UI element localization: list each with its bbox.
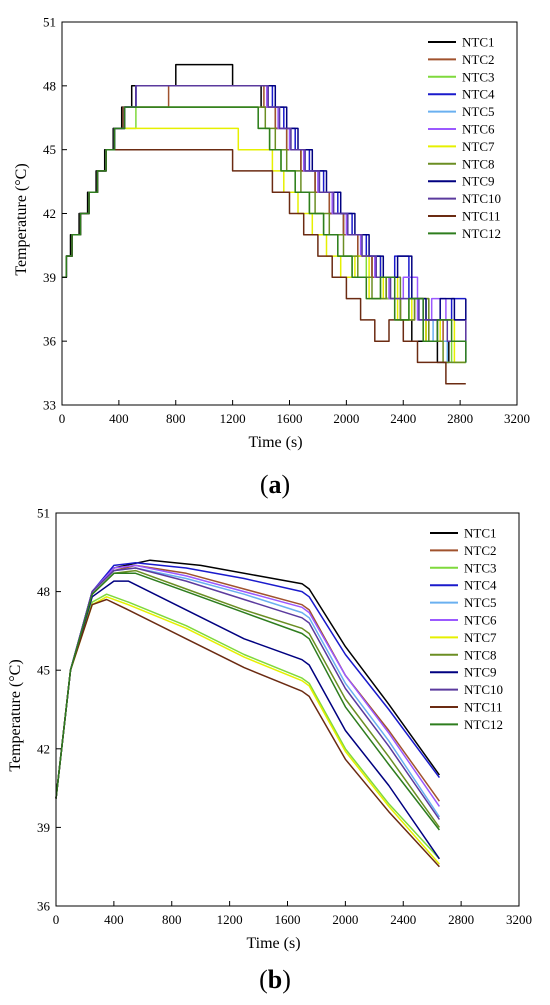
cb-series-line-ntc3 <box>55 593 440 860</box>
cb-x-tick-label: 3200 <box>506 912 532 927</box>
ca-series-line-ntc12 <box>62 106 467 363</box>
cb-x-axis-label: Time (s) <box>246 935 300 952</box>
ca-x-tick-label: 3200 <box>504 411 530 426</box>
panel-label-b: (b) <box>259 965 291 994</box>
cb-legend-label-ntc7: NTC7 <box>464 630 497 645</box>
panel-label-a: (a) <box>259 470 291 499</box>
cb-x-tick-label: 2000 <box>332 912 358 927</box>
ca-x-tick-label: 1600 <box>277 411 303 426</box>
ca-x-tick-label: 2800 <box>447 411 473 426</box>
ca-y-axis-label: Temperature (°C) <box>13 163 30 275</box>
cb-legend: NTC1 NTC2 NTC3 NTC4 NTC5 NTC6 NTC7 NTC8 NTC9 NTC1… <box>430 526 503 732</box>
cb-legend-label-ntc9: NTC9 <box>464 665 497 680</box>
cb-y-tick-label: 45 <box>37 663 50 678</box>
cb-y-tick-label: 39 <box>37 820 50 835</box>
cb-x-tick-label: 2400 <box>390 912 416 927</box>
ca-series-line-ntc3 <box>62 106 466 364</box>
ca-y-tick-label: 36 <box>43 334 57 349</box>
cb-x-tick-label: 2800 <box>448 912 474 927</box>
ca-legend-label-ntc10: NTC10 <box>462 191 501 206</box>
cb-x-tick-label: 400 <box>104 912 124 927</box>
ca-legend-label-ntc6: NTC6 <box>462 122 495 137</box>
ca-y-tick-label: 51 <box>43 15 56 30</box>
ca-y-tick-label: 48 <box>43 78 56 93</box>
cb-y-axis-label: Temperature (°C) <box>7 659 24 771</box>
ca-y-tick-label: 33 <box>43 398 56 413</box>
cb-x-tick-label: 0 <box>53 912 60 927</box>
cb-y-tick-label: 48 <box>37 584 50 599</box>
ca-x-tick-label: 1200 <box>220 411 246 426</box>
cb-series-line-ntc7 <box>55 596 440 865</box>
ca-series-line-ntc2 <box>62 85 466 342</box>
cb-legend-label-ntc6: NTC6 <box>464 613 497 628</box>
ca-legend-label-ntc4: NTC4 <box>462 87 495 102</box>
ca-x-tick-label: 0 <box>59 411 66 426</box>
ca-legend-label-ntc8: NTC8 <box>462 156 495 171</box>
cb-series-line-ntc9 <box>55 580 441 860</box>
cb-y-tick-label: 51 <box>37 506 50 521</box>
ca-x-tick-label: 800 <box>166 411 186 426</box>
cb-series-line-ntc6 <box>55 564 441 807</box>
cb-legend-label-ntc11: NTC11 <box>464 700 503 715</box>
cb-x-tick-label: 1600 <box>275 912 301 927</box>
ca-x-tick-label: 2000 <box>333 411 359 426</box>
ca-legend-label-ntc2: NTC2 <box>462 52 495 67</box>
chart-b: 0 400 800 1200 1600 2000 2400 2800 3200 36 39 42 45 4… <box>7 506 532 953</box>
cb-legend-label-ntc8: NTC8 <box>464 647 497 662</box>
ca-legend-label-ntc1: NTC1 <box>462 35 495 50</box>
ca-legend-label-ntc3: NTC3 <box>462 69 495 84</box>
ca-x-axis-label: Time (s) <box>248 434 302 451</box>
ca-y-tick-label: 39 <box>43 270 56 285</box>
cb-x-tick-label: 1200 <box>217 912 243 927</box>
ca-legend-label-ntc7: NTC7 <box>462 139 495 154</box>
ca-legend-label-ntc12: NTC12 <box>462 226 501 241</box>
cb-series-line-ntc8 <box>55 569 441 828</box>
ca-legend-label-ntc5: NTC5 <box>462 104 495 119</box>
cb-series-line-ntc5 <box>55 567 441 818</box>
cb-legend-label-ntc1: NTC1 <box>464 526 497 541</box>
cb-series-line-ntc12 <box>55 572 440 831</box>
cb-legend-label-ntc10: NTC10 <box>464 682 503 697</box>
ca-y-tick-label: 42 <box>43 206 56 221</box>
cb-series-line-ntc11 <box>55 598 440 868</box>
cb-legend-label-ntc12: NTC12 <box>464 717 503 732</box>
cb-legend-label-ntc3: NTC3 <box>464 560 497 575</box>
ca-legend: NTC1 NTC2 NTC3 NTC4 NTC5 NTC6 NTC7 NTC8 NTC9 NTC1… <box>428 35 501 241</box>
cb-legend-label-ntc2: NTC2 <box>464 543 497 558</box>
cb-y-tick-label: 36 <box>37 899 51 914</box>
ca-x-tick-label: 2400 <box>390 411 416 426</box>
ca-legend-label-ntc9: NTC9 <box>462 174 495 189</box>
cb-x-tick-label: 800 <box>162 912 182 927</box>
ca-legend-label-ntc11: NTC11 <box>462 209 501 224</box>
cb-series-line-ntc10 <box>55 567 441 820</box>
cb-legend-label-ntc5: NTC5 <box>464 595 497 610</box>
cb-series-group <box>55 559 441 868</box>
ca-y-tick-label: 45 <box>43 142 56 157</box>
chart-a: 0 400 800 1200 1600 2000 2400 2800 3200 33 36 39 42 4… <box>13 15 530 452</box>
cb-y-tick-label: 42 <box>37 741 50 756</box>
ca-series-group <box>62 63 467 385</box>
ca-x-tick-label: 400 <box>109 411 129 426</box>
ca-series-line-ntc7 <box>62 127 466 364</box>
ca-series-line-ntc8 <box>62 106 466 364</box>
cb-series-line-ntc4 <box>55 562 441 799</box>
cb-legend-label-ntc4: NTC4 <box>464 578 497 593</box>
ca-series-line-ntc11 <box>62 148 466 385</box>
